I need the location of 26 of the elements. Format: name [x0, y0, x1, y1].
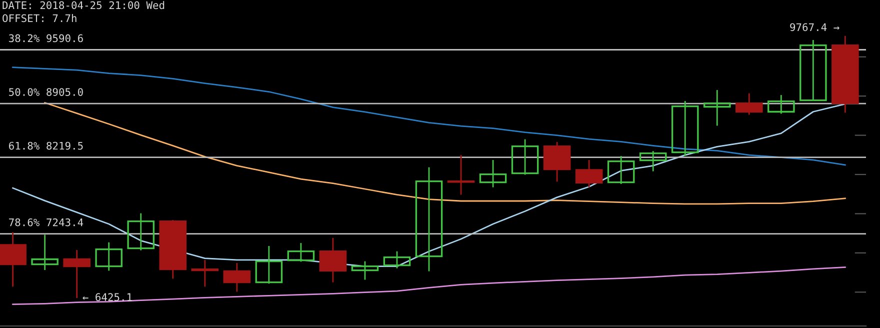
candlestick	[287, 242, 315, 262]
chart-title: DATE: 2018-04-25 21:00 Wed	[2, 1, 164, 10]
candlestick	[768, 94, 795, 114]
candlestick	[639, 150, 667, 172]
candlestick	[95, 242, 122, 272]
ref-line-label: 61.8% 8219.5	[9, 142, 83, 150]
candlestick	[255, 245, 283, 284]
ref-line-label: 50.0% 8905.0	[9, 88, 83, 96]
candlestick	[607, 155, 635, 185]
text: OFFSET: 7.7h	[2, 14, 76, 22]
candlestick	[383, 250, 411, 269]
candlestick	[31, 234, 58, 271]
candlestick	[447, 154, 475, 196]
candlestick	[703, 89, 731, 126]
candlestick	[127, 212, 155, 252]
ref-line-label: 78.6% 7243.4	[9, 218, 84, 226]
annotation: 9767.4 →	[790, 23, 840, 32]
ref-line-label: 38.2% 9590.6	[9, 34, 83, 42]
candlestick	[511, 138, 539, 176]
candlestick	[479, 159, 507, 188]
candlestick	[191, 259, 219, 288]
annotation: ← 6425.1	[82, 293, 132, 302]
candlestick	[671, 100, 699, 157]
candlestick	[415, 166, 443, 272]
candlestick	[800, 39, 827, 102]
candlestick	[351, 260, 379, 280]
